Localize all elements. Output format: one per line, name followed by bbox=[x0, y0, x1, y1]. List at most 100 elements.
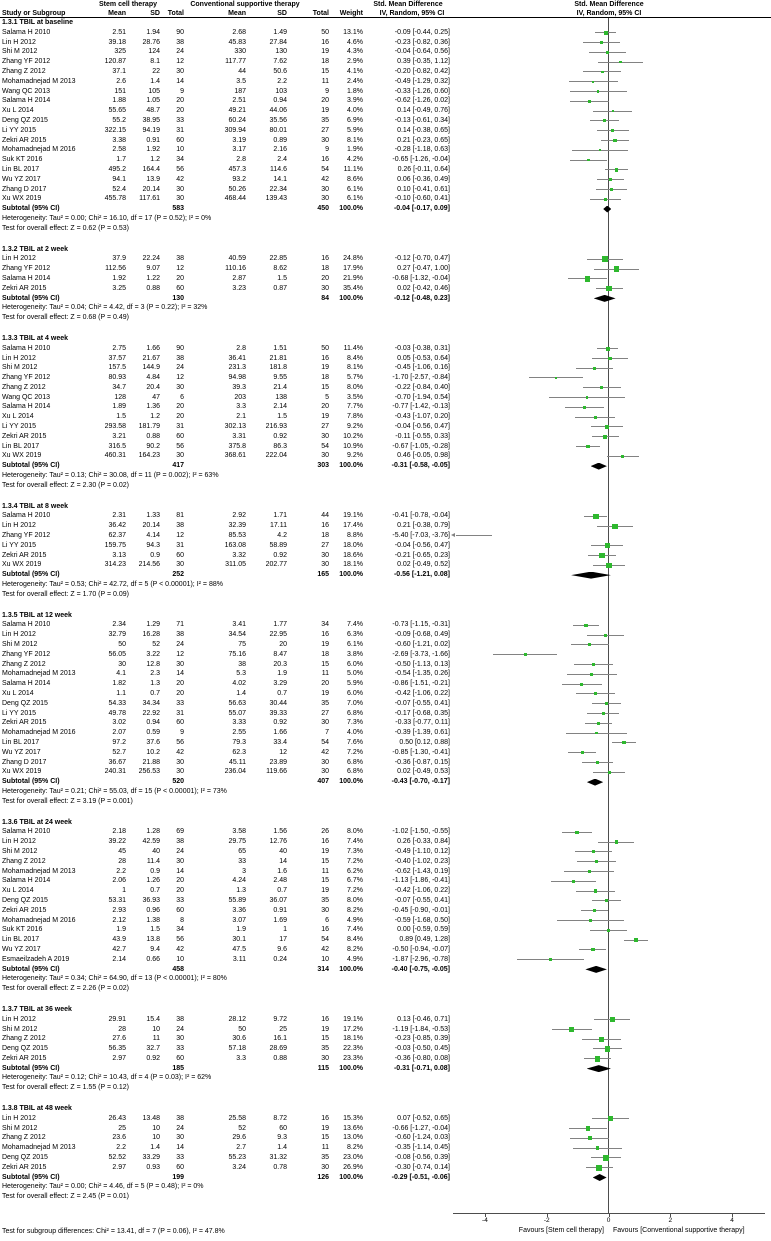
cell-total-conv: 18 bbox=[321, 374, 329, 382]
cell-total-conv: 15 bbox=[321, 1134, 329, 1142]
cell-sd-conv: 1.51 bbox=[273, 344, 287, 352]
cell-weight: 8.6% bbox=[347, 175, 363, 183]
cell-weight: 13.6% bbox=[343, 1124, 363, 1132]
study-row: Salama H 2010 2.18 1.28 69 3.58 1.56 26 8.0% -1.… bbox=[0, 827, 771, 837]
cell-weight: 4.2% bbox=[347, 156, 363, 164]
effect-marker bbox=[612, 523, 618, 529]
study-name: Mohamadnejad M 2016 bbox=[2, 729, 76, 737]
cell-sd-stem: 1.5 bbox=[150, 926, 160, 934]
cell-ci-text: -0.21 [-0.65, 0.23] bbox=[394, 551, 450, 559]
cell-ci-text: -0.86 [-1.51, -0.21] bbox=[392, 680, 450, 688]
cell-mean-stem: 54.33 bbox=[108, 699, 126, 707]
study-name: Deng QZ 2015 bbox=[2, 116, 48, 124]
effect-marker bbox=[598, 149, 601, 152]
cell-total-conv: 27 bbox=[321, 541, 329, 549]
study-name: Lin BL 2017 bbox=[2, 165, 40, 173]
effect-marker bbox=[604, 702, 608, 706]
study-name: Salama H 2014 bbox=[2, 877, 51, 885]
study-name: Wang QC 2013 bbox=[2, 393, 50, 401]
cell-total-conv: 15 bbox=[321, 857, 329, 865]
cell-sd-conv: 1.71 bbox=[273, 512, 287, 520]
cell-sd-conv: 17.11 bbox=[270, 522, 287, 530]
cell-weight: 6.8% bbox=[347, 768, 363, 776]
cell-total-stem: 60 bbox=[176, 1163, 184, 1171]
overall-effect-row: Test for overall effect: Z = 2.30 (P = 0… bbox=[0, 481, 771, 491]
cell-ci-text: -1.13 [-1.86, -0.41] bbox=[392, 877, 450, 885]
cell-total-conv: 20 bbox=[321, 403, 329, 411]
study-name: Xu WX 2019 bbox=[2, 452, 42, 460]
cell-mean-conv: 45.11 bbox=[229, 758, 246, 766]
effect-marker bbox=[591, 850, 595, 854]
study-name: Mohamadnejad M 2013 bbox=[2, 77, 76, 85]
cell-sd-stem: 48.7 bbox=[146, 107, 160, 115]
cell-ci-text: -0.36 [-0.80, 0.08] bbox=[394, 1054, 450, 1062]
cell-weight: 4.9% bbox=[347, 916, 363, 924]
cell-weight: 6.1% bbox=[347, 185, 363, 193]
column-header-group-stem: Stem cell therapy bbox=[99, 1, 157, 8]
effect-marker bbox=[592, 366, 597, 370]
cell-sd-stem: 124 bbox=[148, 48, 160, 56]
cell-mean-stem: 45 bbox=[118, 847, 126, 855]
cell-mean-conv: 39.3 bbox=[232, 383, 246, 391]
subtotal-row: Subtotal (95% CI) 583 450 100.0% -0.04 [-0.1… bbox=[0, 204, 771, 214]
cell-total-conv: 18 bbox=[321, 650, 329, 658]
cell-mean-conv: 36.41 bbox=[228, 354, 246, 362]
heterogeneity-note: Heterogeneity: Tau² = 0.21; Chi² = 55.03… bbox=[2, 787, 227, 795]
cell-total-conv: 11 bbox=[321, 77, 329, 85]
cell-total-conv: 30 bbox=[321, 561, 329, 569]
study-name: Zhang Z 2012 bbox=[2, 857, 46, 865]
cell-weight: 21.9% bbox=[343, 274, 363, 282]
cell-mean-stem: 128 bbox=[114, 393, 126, 401]
cell-mean-conv: 38 bbox=[238, 660, 246, 668]
cell-total-stem: 24 bbox=[176, 1025, 184, 1033]
cell-total-stem: 31 bbox=[176, 541, 184, 549]
cell-mean-stem: 2.97 bbox=[112, 1163, 126, 1171]
cell-total-stem: 38 bbox=[176, 1015, 184, 1023]
cell-sd-stem: 21.67 bbox=[142, 354, 160, 362]
cell-sd-conv: 119.66 bbox=[266, 768, 287, 776]
cell-sd-conv: 36.07 bbox=[269, 896, 287, 904]
cell-total-conv: 42 bbox=[321, 945, 329, 953]
column-header-sd-stem: SD bbox=[150, 9, 160, 17]
section-title: 1.3.3 TBIL at 4 week bbox=[2, 334, 69, 342]
study-name: Lin H 2012 bbox=[2, 838, 36, 846]
cell-weight: 4.6% bbox=[347, 38, 363, 46]
effect-marker bbox=[599, 552, 605, 559]
cell-ci-text: -0.50 [-1.13, 0.13] bbox=[394, 660, 450, 668]
cell-weight: 2.9% bbox=[347, 58, 363, 66]
cell-ci-text: 0.00 [-0.59, 0.59] bbox=[397, 926, 450, 934]
study-name: Salama H 2010 bbox=[2, 28, 51, 36]
cell-sd-conv: 0.7 bbox=[277, 690, 287, 697]
cell-sd-stem: 13.48 bbox=[142, 1114, 160, 1122]
cell-ci-text: -0.33 [-0.77, 0.11] bbox=[395, 719, 450, 727]
effect-marker bbox=[622, 741, 626, 745]
cell-mean-conv: 56.63 bbox=[228, 699, 246, 707]
overall-effect-row: Test for overall effect: Z = 2.26 (P = 0… bbox=[0, 984, 771, 994]
effect-marker bbox=[587, 1136, 593, 1141]
cell-total-stem: 30 bbox=[176, 383, 184, 391]
cell-sd-conv: 139.43 bbox=[265, 195, 287, 203]
cell-mean-stem: 34.7 bbox=[112, 383, 126, 391]
cell-sd-stem: 36.93 bbox=[142, 896, 160, 904]
cell-mean-conv: 2.68 bbox=[232, 28, 246, 36]
cell-sd-stem: 117.61 bbox=[139, 195, 160, 203]
cell-weight: 35.4% bbox=[343, 284, 363, 292]
cell-mean-stem: 36.42 bbox=[108, 522, 126, 530]
subtotal-row: Subtotal (95% CI) 520 407 100.0% -0.43 [-0.7… bbox=[0, 777, 771, 787]
cell-sd-stem: 28.76 bbox=[142, 38, 160, 46]
cell-sd-conv: 3.29 bbox=[273, 680, 287, 688]
effect-marker bbox=[596, 721, 600, 725]
cell-mean-conv: 2.1 bbox=[236, 413, 246, 421]
subtotal-row: Subtotal (95% CI) 185 115 100.0% -0.31 [-0.7… bbox=[0, 1064, 771, 1074]
cell-ci-text: -1.70 [-2.57, -0.84] bbox=[392, 374, 450, 382]
cell-total-stem: 30 bbox=[176, 1035, 184, 1043]
axis-tick-label: -4 bbox=[482, 1217, 488, 1224]
study-row: Xu L 2014 1.5 1.2 20 2.1 1.5 19 7.8% -0.43 [-1.0… bbox=[0, 412, 771, 422]
cell-mean-stem: 25 bbox=[118, 1124, 126, 1132]
cell-total-conv: 16 bbox=[321, 156, 329, 164]
subtotal-total-conv: 126 bbox=[317, 1173, 329, 1181]
cell-ci-text: -0.73 [-1.15, -0.31] bbox=[392, 621, 450, 629]
study-name: Shi M 2012 bbox=[2, 364, 38, 372]
study-name: Lin H 2012 bbox=[2, 1015, 36, 1023]
cell-ci-text: -0.65 [-1.26, -0.04] bbox=[392, 156, 450, 164]
